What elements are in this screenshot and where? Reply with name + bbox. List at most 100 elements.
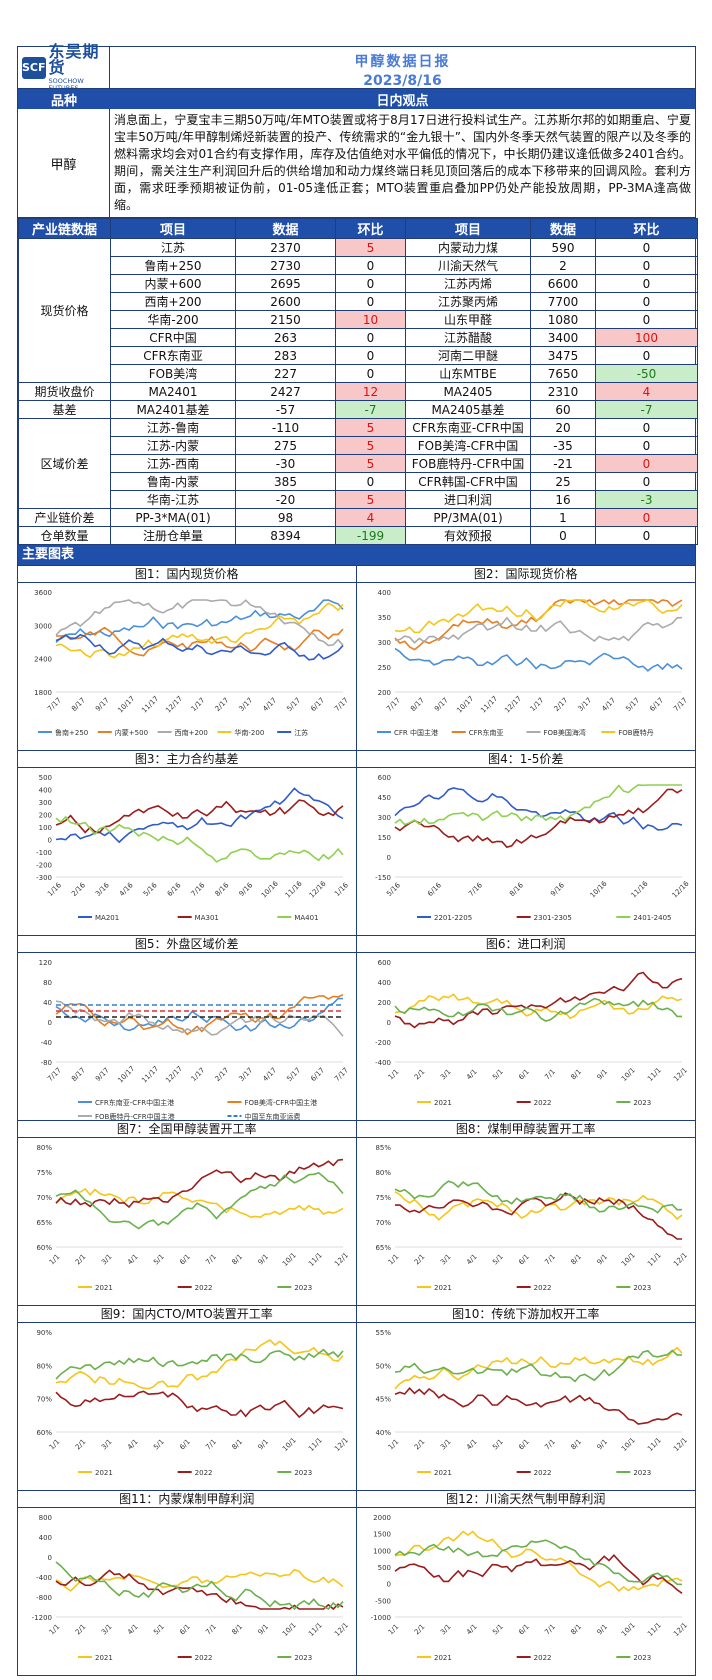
chart-title: 图5：外盘区域价差: [18, 936, 356, 953]
x-tick-label: 9/17: [94, 696, 111, 713]
y-tick-label: 2000: [373, 1514, 391, 1522]
table-row: 期货收盘价 MA2401 2427 12 MA2405 2310 4: [18, 382, 698, 401]
x-tick-label: 5/1: [491, 1623, 505, 1637]
series-line: [394, 788, 682, 849]
table-cell-a: 江苏: [110, 238, 236, 257]
x-tick-label: 10/1: [620, 1251, 637, 1268]
table-cell-d: 江苏聚丙烯: [405, 292, 531, 311]
x-tick-label: 12/1: [333, 1621, 350, 1638]
charts-section-header: 主要图表: [18, 545, 695, 565]
table-cell-a: 江苏-内蒙: [110, 436, 236, 455]
table-cell-c: 5: [335, 490, 406, 509]
table-cell-f: -50: [595, 364, 698, 383]
series-line: [394, 1349, 682, 1383]
table-cell-d: 川渝天然气: [405, 256, 531, 275]
table-cell-f: 100: [595, 328, 698, 347]
x-tick-label: 4/17: [600, 696, 617, 713]
table-cell-f: -3: [595, 490, 698, 509]
chart-panel: 图10：传统下游加权开工率 55% 50% 45% 40% 1/1 2/1 3/1 4/1 5/1…: [356, 1305, 695, 1490]
y-tick-label: 0: [48, 1019, 52, 1027]
x-tick-label: 3/1: [438, 1623, 452, 1637]
x-tick-label: 9/16: [549, 881, 566, 898]
chart-svg: 55% 50% 45% 40%1/1 2/1 3/1 4/1 5/1 6/1 7/1 8/1 9/1 1…: [375, 1329, 689, 1477]
x-tick-label: 10/1: [620, 1066, 637, 1083]
table-row: 江苏-内蒙 275 5 FOB美湾-CFR中国 -35 0: [19, 436, 698, 455]
table-cell-a: 鲁南-内蒙: [110, 472, 236, 491]
x-tick-label: 10/1: [281, 1251, 298, 1268]
table-cell-e: 20: [530, 418, 596, 437]
logo-mark-icon: SCF: [22, 56, 46, 79]
x-tick-label: 8/16: [214, 881, 231, 898]
x-tick-label: 5/17: [285, 1066, 302, 1083]
report-date: 2023/8/16: [363, 73, 442, 89]
x-tick-label: 10/16: [588, 879, 608, 899]
y-tick-label: 60%: [36, 1244, 52, 1252]
row-group-label: 基差: [18, 400, 111, 419]
x-tick-label: 6/1: [178, 1253, 192, 1267]
chart-title: 图6：进口利润: [356, 936, 695, 953]
series-line: [394, 1180, 682, 1214]
legend-label: 鲁南+250: [55, 728, 88, 737]
x-tick-label: 1/1: [48, 1623, 62, 1637]
x-tick-label: 2/1: [412, 1623, 426, 1637]
table-row: 鲁南+250 2730 0 川渝天然气 2 0: [19, 256, 698, 275]
x-tick-label: 1/1: [48, 1438, 62, 1452]
table-cell-d: MA2405: [405, 382, 531, 401]
table-cell-c: 5: [335, 418, 406, 437]
report-title: 甲醇数据日报: [354, 54, 451, 70]
table-cell-e: 3400: [530, 328, 596, 347]
x-tick-label: 11/1: [646, 1066, 663, 1083]
chart-panel: 图7：全国甲醇装置开工率 80% 75% 70% 65% 60% 1/1 2/1 3/1 4/1 5…: [18, 1120, 357, 1305]
x-tick-label: 11/17: [140, 1065, 160, 1085]
table-cell-b: -20: [235, 490, 336, 509]
company-logo: SCF 东吴期货 SOOCHOW FUTURES: [18, 44, 110, 91]
legend-label: MA201: [95, 914, 119, 922]
y-tick-label: 3000: [34, 622, 52, 630]
table-cell-d: CFR韩国-CFR中国: [405, 472, 531, 491]
x-tick-label: 11/1: [307, 1251, 324, 1268]
chart-title: 图3：主力合约基差: [18, 751, 356, 768]
x-tick-label: 6/17: [648, 696, 665, 713]
y-tick-label: -300: [36, 874, 52, 882]
x-tick-label: 7/17: [385, 696, 402, 713]
series-line: [394, 1554, 682, 1594]
table-cell-e: 2: [530, 256, 596, 275]
y-tick-label: 120: [39, 959, 52, 967]
table-row: 华南-江苏 -20 5 进口利润 16 -3: [19, 490, 698, 509]
table-cell-b: 385: [235, 472, 336, 491]
x-tick-label: 3/16: [94, 881, 111, 898]
table-cell-e: 16: [530, 490, 596, 509]
x-tick-label: 7/17: [46, 696, 63, 713]
y-tick-label: 65%: [36, 1219, 52, 1227]
x-tick-label: 9/16: [238, 881, 255, 898]
x-tick-label: 4/1: [465, 1068, 479, 1082]
x-tick-label: 2/17: [214, 1066, 231, 1083]
table-cell-b: 227: [235, 364, 336, 383]
series-line: [55, 1172, 344, 1230]
legend-label: 2021: [95, 1469, 113, 1477]
table-cell-f: -7: [595, 400, 698, 419]
table-row: CFR东南亚 283 0 河南二甲醚 3475 0: [19, 346, 698, 365]
y-tick-label: 3600: [34, 589, 52, 597]
series-line: [394, 1191, 683, 1221]
chart-title: 图7：全国甲醇装置开工率: [18, 1121, 356, 1138]
x-tick-label: 8/1: [569, 1623, 583, 1637]
y-tick-label: -1000: [370, 1614, 390, 1622]
series-line: [55, 1561, 344, 1611]
table-cell-b: 2730: [235, 256, 336, 275]
legend-label: 2023: [294, 1654, 312, 1662]
legend-label: 2021: [434, 1469, 452, 1477]
table-cell-e: -35: [530, 436, 596, 455]
chart-panel: 图8：煤制甲醇装置开工率 85% 80% 75% 70% 65% 1/1 2/1 3/1 4/1 5…: [356, 1120, 695, 1305]
series-line: [55, 787, 344, 844]
legend-label: 2022: [533, 1654, 551, 1662]
x-tick-label: 10/17: [116, 695, 136, 715]
chart-title: 图2：国际现货价格: [356, 566, 695, 583]
x-tick-label: 5/17: [624, 696, 641, 713]
series-line: [55, 1569, 344, 1611]
x-tick-label: 10/1: [281, 1621, 298, 1638]
x-tick-label: 4/1: [465, 1253, 479, 1267]
